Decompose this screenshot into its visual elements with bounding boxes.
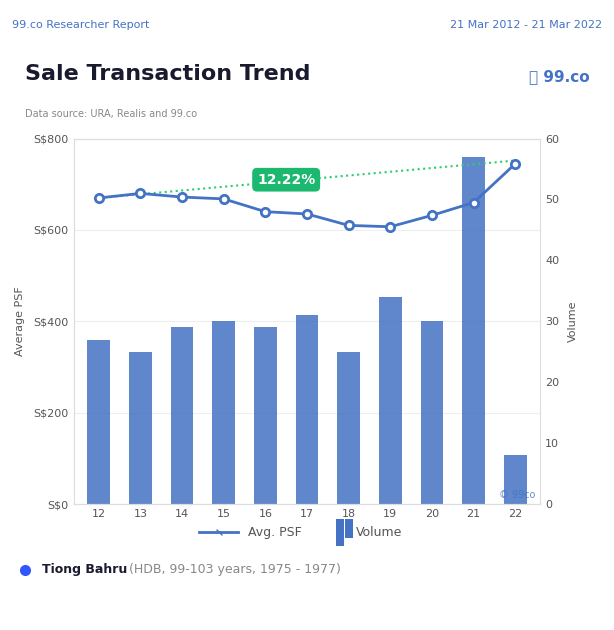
Bar	[421, 321, 443, 504]
Bar	[462, 157, 485, 504]
Bar	[254, 328, 277, 504]
Text: (HDB, 99-103 years, 1975 - 1977): (HDB, 99-103 years, 1975 - 1977)	[125, 563, 341, 576]
Bar	[504, 455, 527, 504]
Bar	[379, 297, 402, 504]
Bar	[171, 328, 193, 504]
Bar	[87, 340, 110, 504]
Text: 21 Mar 2012 - 21 Mar 2022: 21 Mar 2012 - 21 Mar 2022	[449, 20, 602, 30]
Text: © 99co: © 99co	[499, 490, 535, 500]
Text: Sale Transaction Trend: Sale Transaction Trend	[25, 64, 310, 84]
Bar	[345, 519, 352, 538]
Text: 📍 99.co: 📍 99.co	[529, 69, 589, 84]
Bar	[212, 321, 235, 504]
Text: Data source: URA, Realis and 99.co: Data source: URA, Realis and 99.co	[25, 110, 196, 119]
Text: Volume: Volume	[356, 526, 403, 539]
Bar	[295, 315, 319, 504]
Bar	[337, 352, 360, 504]
Y-axis label: Average PSF: Average PSF	[15, 287, 25, 356]
Bar	[336, 519, 344, 546]
Text: Tiong Bahru: Tiong Bahru	[42, 563, 127, 576]
Text: 99.co Researcher Report: 99.co Researcher Report	[12, 20, 150, 30]
Text: Avg. PSF: Avg. PSF	[248, 526, 302, 539]
Bar	[129, 352, 152, 504]
Y-axis label: Volume: Volume	[567, 301, 578, 342]
Text: 12.22%: 12.22%	[257, 173, 316, 186]
